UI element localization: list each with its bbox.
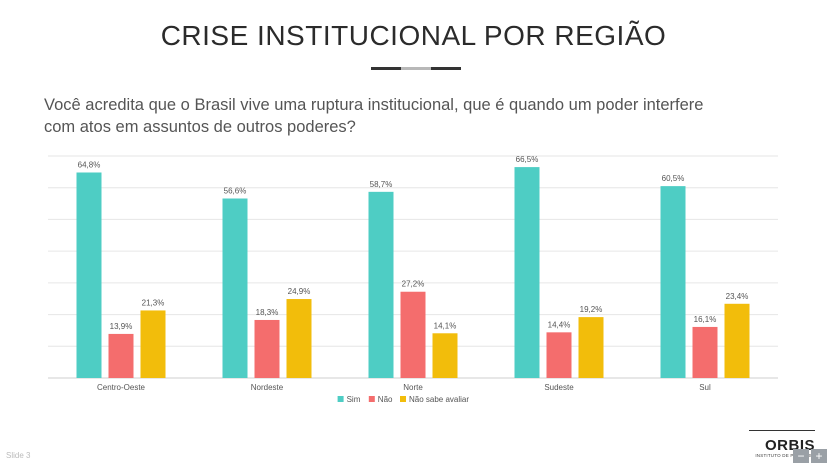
bar-não [254, 319, 280, 378]
data-label: 58,7% [370, 180, 393, 189]
brand-subtitle: INSTITUTO DE PESQUISA [755, 453, 815, 458]
legend-label: Não [378, 395, 393, 404]
bar-não-sabe-avaliar [286, 299, 312, 378]
legend-swatch [368, 396, 375, 402]
legend-swatch [337, 396, 344, 402]
bar-não [546, 332, 572, 378]
data-label: 18,3% [256, 308, 279, 317]
data-label: 19,2% [580, 305, 603, 314]
data-label: 16,1% [694, 315, 717, 324]
x-tick-label: Nordeste [251, 383, 284, 392]
data-label: 64,8% [78, 160, 101, 169]
zoom-out-button[interactable]: − [793, 449, 809, 463]
bar-sim [76, 172, 102, 378]
bar-sim [660, 186, 686, 378]
data-label: 27,2% [402, 280, 425, 289]
bar-sim [222, 198, 248, 378]
bar-sim [368, 191, 394, 378]
title-underline-middle [401, 67, 431, 70]
data-label: 13,9% [110, 322, 133, 331]
data-label: 21,3% [142, 298, 165, 307]
title-underline-right [431, 67, 461, 70]
slide-number: Slide 3 [6, 451, 31, 460]
brand-divider [749, 430, 815, 431]
x-tick-label: Sul [699, 383, 711, 392]
bar-não-sabe-avaliar [578, 317, 604, 378]
bar-não-sabe-avaliar [140, 310, 166, 378]
bar-não [400, 291, 426, 378]
data-label: 56,6% [224, 186, 247, 195]
data-label: 60,5% [662, 174, 685, 183]
legend-swatch [400, 396, 406, 402]
bar-não [108, 333, 134, 378]
bar-sim [514, 167, 540, 378]
legend-label: Não sabe avaliar [409, 395, 469, 404]
data-label: 24,9% [288, 287, 311, 296]
bar-não-sabe-avaliar [432, 333, 458, 378]
legend-label: Sim [347, 395, 361, 404]
x-tick-label: Centro-Oeste [97, 383, 146, 392]
data-label: 14,1% [434, 321, 457, 330]
bar-não-sabe-avaliar [724, 303, 750, 378]
x-tick-label: Norte [403, 383, 423, 392]
x-tick-label: Sudeste [544, 383, 574, 392]
page-title: CRISE INSTITUCIONAL POR REGIÃO [160, 20, 667, 51]
survey-question: Você acredita que o Brasil vive uma rupt… [44, 96, 704, 136]
data-label: 14,4% [548, 320, 571, 329]
title-underline-left [371, 67, 401, 70]
data-label: 66,5% [516, 155, 539, 164]
zoom-in-button[interactable]: + [811, 449, 827, 463]
bar-não [692, 326, 718, 378]
data-label: 23,4% [726, 292, 749, 301]
